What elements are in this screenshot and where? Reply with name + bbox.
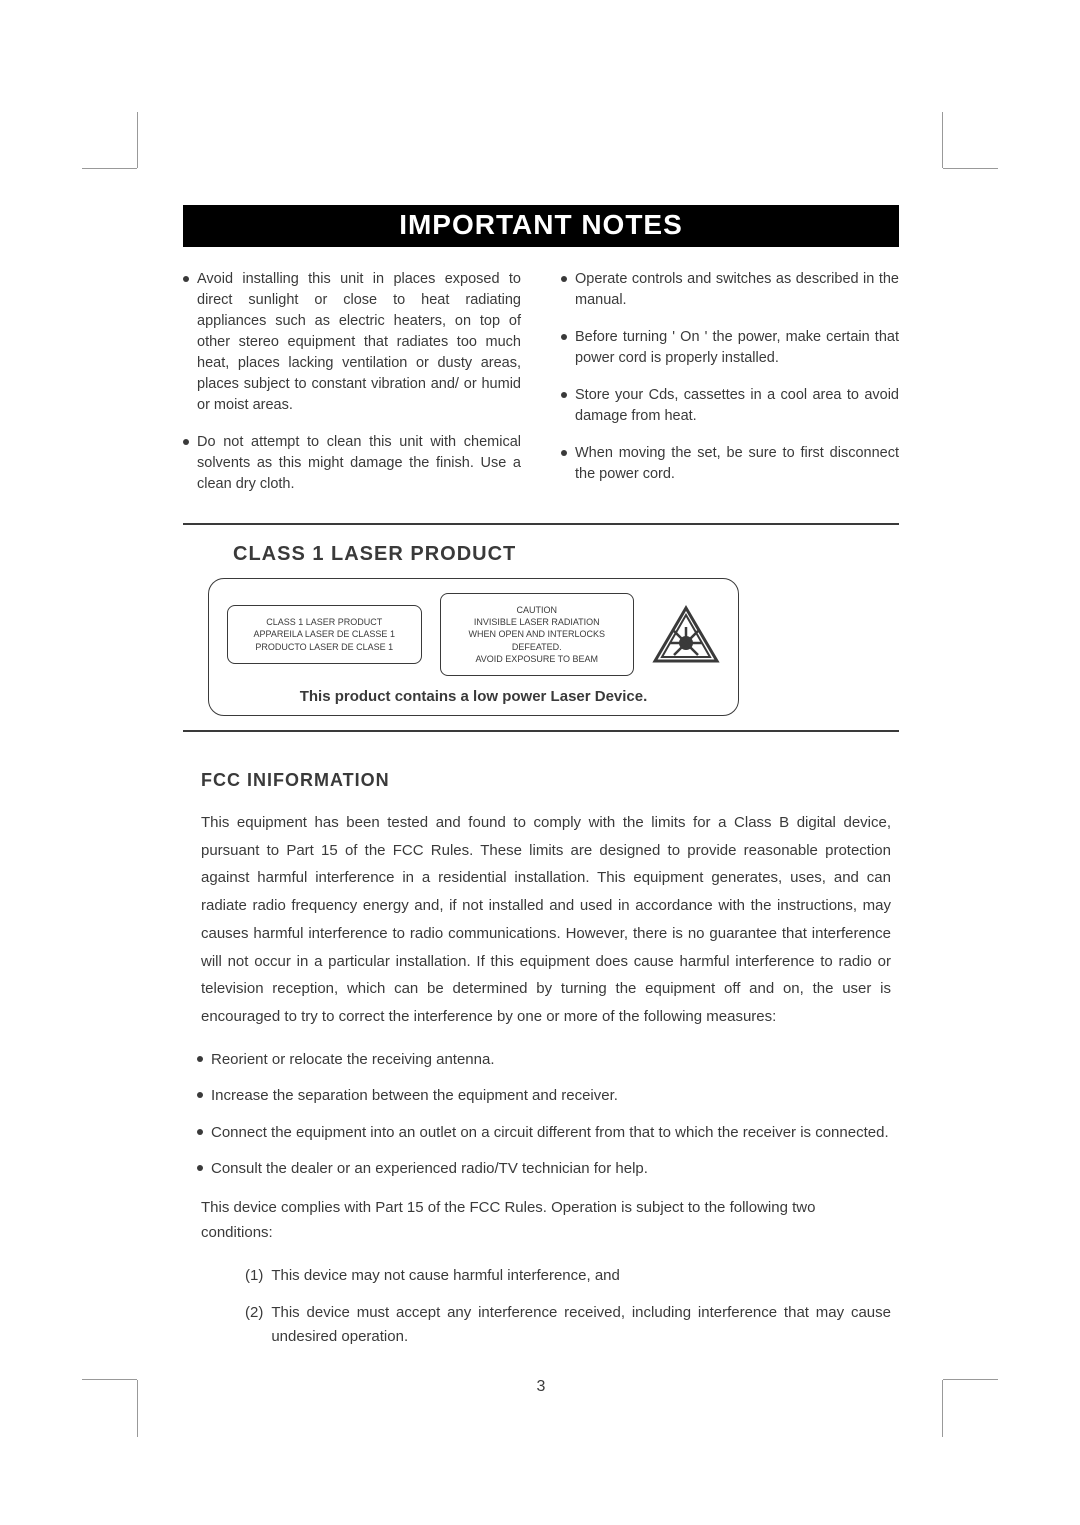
crop-mark — [942, 1380, 943, 1437]
bullet-icon — [197, 1056, 203, 1062]
notes-columns: Avoid installing this unit in places exp… — [183, 269, 899, 511]
list-item: (2) This device must accept any interfer… — [245, 1301, 891, 1351]
label-line: DEFEATED. — [447, 641, 628, 653]
list-text: This device may not cause harmful interf… — [271, 1264, 620, 1289]
list-item: When moving the set, be sure to first di… — [561, 443, 899, 485]
fcc-conditions-intro: This device complies with Part 15 of the… — [201, 1195, 891, 1246]
page-number: 3 — [183, 1378, 899, 1396]
laser-product-box: CLASS 1 LASER PRODUCT APPAREILA LASER DE… — [208, 578, 739, 716]
bullet-icon — [197, 1129, 203, 1135]
bullet-icon — [197, 1165, 203, 1171]
bullet-icon — [561, 392, 567, 398]
list-text: Connect the equipment into an outlet on … — [211, 1122, 889, 1145]
bullet-icon — [561, 334, 567, 340]
bullet-icon — [183, 439, 189, 445]
bullet-icon — [197, 1092, 203, 1098]
right-column: Operate controls and switches as describ… — [561, 269, 899, 511]
list-item: Reorient or relocate the receiving anten… — [197, 1049, 891, 1072]
label-line: APPAREILA LASER DE CLASSE 1 — [234, 628, 415, 640]
left-column: Avoid installing this unit in places exp… — [183, 269, 521, 511]
list-item: (1) This device may not cause harmful in… — [245, 1264, 891, 1289]
label-line: INVISIBLE LASER RADIATION — [447, 616, 628, 628]
page-title: IMPORTANT NOTES — [183, 205, 899, 247]
crop-mark — [82, 168, 137, 169]
list-text: Do not attempt to clean this unit with c… — [197, 432, 521, 495]
label-line: PRODUCTO LASER DE CLASE 1 — [234, 641, 415, 653]
list-item: Avoid installing this unit in places exp… — [183, 269, 521, 416]
laser-heading: CLASS 1 LASER PRODUCT — [233, 543, 899, 566]
list-number: (2) — [245, 1301, 263, 1351]
list-item: Store your Cds, cassettes in a cool area… — [561, 385, 899, 427]
list-text: Store your Cds, cassettes in a cool area… — [575, 385, 899, 427]
crop-mark — [943, 168, 998, 169]
label-line: WHEN OPEN AND INTERLOCKS — [447, 628, 628, 640]
crop-mark — [137, 1380, 138, 1437]
document-page: IMPORTANT NOTES Avoid installing this un… — [183, 205, 899, 1396]
list-item: Increase the separation between the equi… — [197, 1085, 891, 1108]
laser-caption: This product contains a low power Laser … — [227, 688, 720, 705]
list-item: Consult the dealer or an experienced rad… — [197, 1158, 891, 1181]
laser-warning-icon — [652, 605, 720, 665]
crop-mark — [82, 1379, 137, 1380]
label-line: CLASS 1 LASER PRODUCT — [234, 616, 415, 628]
bullet-icon — [561, 450, 567, 456]
crop-mark — [943, 1379, 998, 1380]
list-text: When moving the set, be sure to first di… — [575, 443, 899, 485]
crop-mark — [942, 112, 943, 168]
fcc-measures-list: Reorient or relocate the receiving anten… — [197, 1049, 891, 1181]
section-divider — [183, 523, 899, 525]
list-text: This device must accept any interference… — [271, 1301, 891, 1351]
list-text: Increase the separation between the equi… — [211, 1085, 618, 1108]
list-item: Do not attempt to clean this unit with c… — [183, 432, 521, 495]
bullet-icon — [561, 276, 567, 282]
fcc-conditions-list: (1) This device may not cause harmful in… — [245, 1264, 891, 1350]
crop-mark — [137, 112, 138, 168]
label-line: CAUTION — [447, 604, 628, 616]
list-number: (1) — [245, 1264, 263, 1289]
laser-label-1: CLASS 1 LASER PRODUCT APPAREILA LASER DE… — [227, 605, 422, 663]
fcc-body: This equipment has been tested and found… — [201, 809, 891, 1031]
list-text: Consult the dealer or an experienced rad… — [211, 1158, 648, 1181]
fcc-heading: FCC INIFORMATION — [201, 770, 899, 791]
list-text: Reorient or relocate the receiving anten… — [211, 1049, 495, 1072]
label-line: AVOID EXPOSURE TO BEAM — [447, 653, 628, 665]
list-text: Before turning ' On ' the power, make ce… — [575, 327, 899, 369]
list-item: Operate controls and switches as describ… — [561, 269, 899, 311]
section-divider — [183, 730, 899, 732]
laser-label-2: CAUTION INVISIBLE LASER RADIATION WHEN O… — [440, 593, 635, 676]
list-text: Avoid installing this unit in places exp… — [197, 269, 521, 416]
bullet-icon — [183, 276, 189, 282]
list-text: Operate controls and switches as describ… — [575, 269, 899, 311]
list-item: Before turning ' On ' the power, make ce… — [561, 327, 899, 369]
laser-labels-row: CLASS 1 LASER PRODUCT APPAREILA LASER DE… — [227, 593, 720, 676]
list-item: Connect the equipment into an outlet on … — [197, 1122, 891, 1145]
